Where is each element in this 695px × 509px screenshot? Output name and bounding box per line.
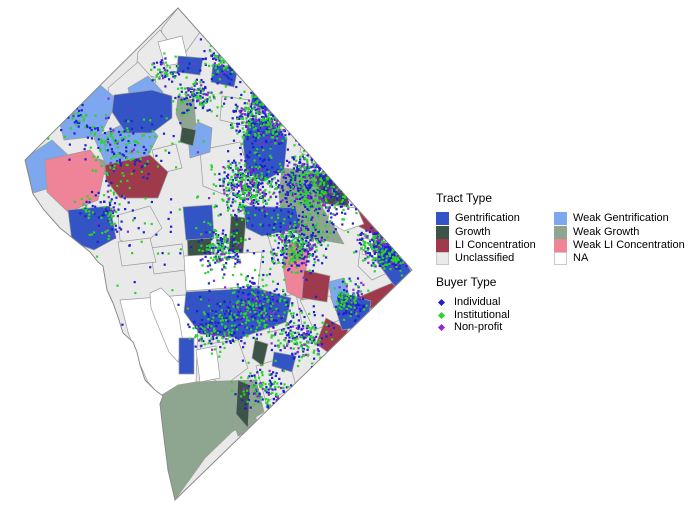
tract-type-legend-title: Tract Type: [436, 191, 493, 205]
tract-legend-column-2: Weak Gentrification Weak Growth Weak LI …: [554, 212, 685, 266]
legend-item-na: NA: [554, 252, 685, 266]
legend-label: Institutional: [454, 308, 510, 321]
weak-li-concentration-swatch: [554, 238, 567, 252]
legend-item-weak-gentrification: Weak Gentrification: [554, 212, 685, 226]
legend-item-unclassified: Unclassified: [436, 252, 554, 266]
legend-item-li-concentration: LI Concentration: [436, 238, 554, 252]
unclassified-swatch: [436, 252, 449, 266]
tract-legend-column-1: Gentrification Growth LI Concentration U…: [436, 212, 554, 266]
growth-swatch: [436, 225, 449, 239]
legend-label: Weak Gentrification: [573, 212, 669, 225]
institutional-dot-icon: [437, 311, 446, 319]
individual-dot-icon: [437, 299, 446, 307]
legend-item-individual: Individual: [436, 297, 692, 310]
legend-label: LI Concentration: [455, 238, 536, 251]
legend-label: Growth: [455, 225, 491, 238]
nonprofit-dot-icon: [437, 324, 446, 332]
weak-gentrification-swatch: [554, 212, 567, 226]
weak-growth-swatch: [554, 225, 567, 239]
tract-type-legend: Gentrification Growth LI Concentration U…: [436, 212, 692, 266]
na-swatch: [554, 252, 567, 266]
legend-item-institutional: Institutional: [436, 309, 692, 322]
legend: Tract Type Gentrification Growth LI Conc…: [436, 192, 692, 334]
legend-label: NA: [573, 252, 589, 265]
legend-label: Unclassified: [455, 252, 515, 265]
legend-label: Individual: [454, 296, 501, 309]
legend-item-weak-li-concentration: Weak LI Concentration: [554, 238, 685, 252]
legend-item-nonprofit: Non-profit: [436, 322, 692, 335]
dc-map: [24, 7, 413, 501]
legend-item-weak-growth: Weak Growth: [554, 225, 685, 239]
legend-item-growth: Growth: [436, 225, 554, 239]
buyer-type-legend-title: Buyer Type: [436, 274, 497, 289]
legend-label: Non-profit: [454, 321, 503, 334]
gentrification-swatch: [436, 212, 449, 226]
legend-label: Weak LI Concentration: [573, 238, 685, 251]
li-concentration-swatch: [436, 238, 449, 252]
legend-label: Gentrification: [455, 212, 520, 225]
legend-label: Weak Growth: [573, 225, 640, 238]
buyer-type-legend: Individual Institutional Non-profit: [436, 297, 692, 335]
legend-item-gentrification: Gentrification: [436, 212, 554, 226]
